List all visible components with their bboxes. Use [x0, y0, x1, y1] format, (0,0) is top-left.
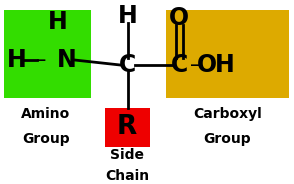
Text: Side: Side	[110, 148, 144, 162]
Text: H: H	[215, 53, 234, 77]
Text: –: –	[36, 50, 47, 70]
Text: Carboxyl: Carboxyl	[193, 107, 262, 121]
Text: O: O	[169, 6, 189, 30]
Text: C: C	[171, 53, 188, 77]
Bar	[4, 10, 91, 98]
Text: Chain: Chain	[105, 169, 149, 183]
Text: Group: Group	[204, 132, 251, 146]
Bar	[105, 108, 150, 147]
Text: R: R	[117, 114, 137, 140]
Text: –: –	[190, 55, 201, 75]
Bar	[166, 10, 289, 98]
Text: H: H	[118, 4, 138, 28]
Text: Group: Group	[22, 132, 70, 146]
Text: H: H	[48, 10, 68, 34]
Text: O: O	[197, 53, 217, 77]
Text: N: N	[57, 48, 76, 72]
Text: C: C	[119, 53, 137, 77]
Text: H: H	[7, 48, 27, 72]
Text: Amino: Amino	[21, 107, 71, 121]
